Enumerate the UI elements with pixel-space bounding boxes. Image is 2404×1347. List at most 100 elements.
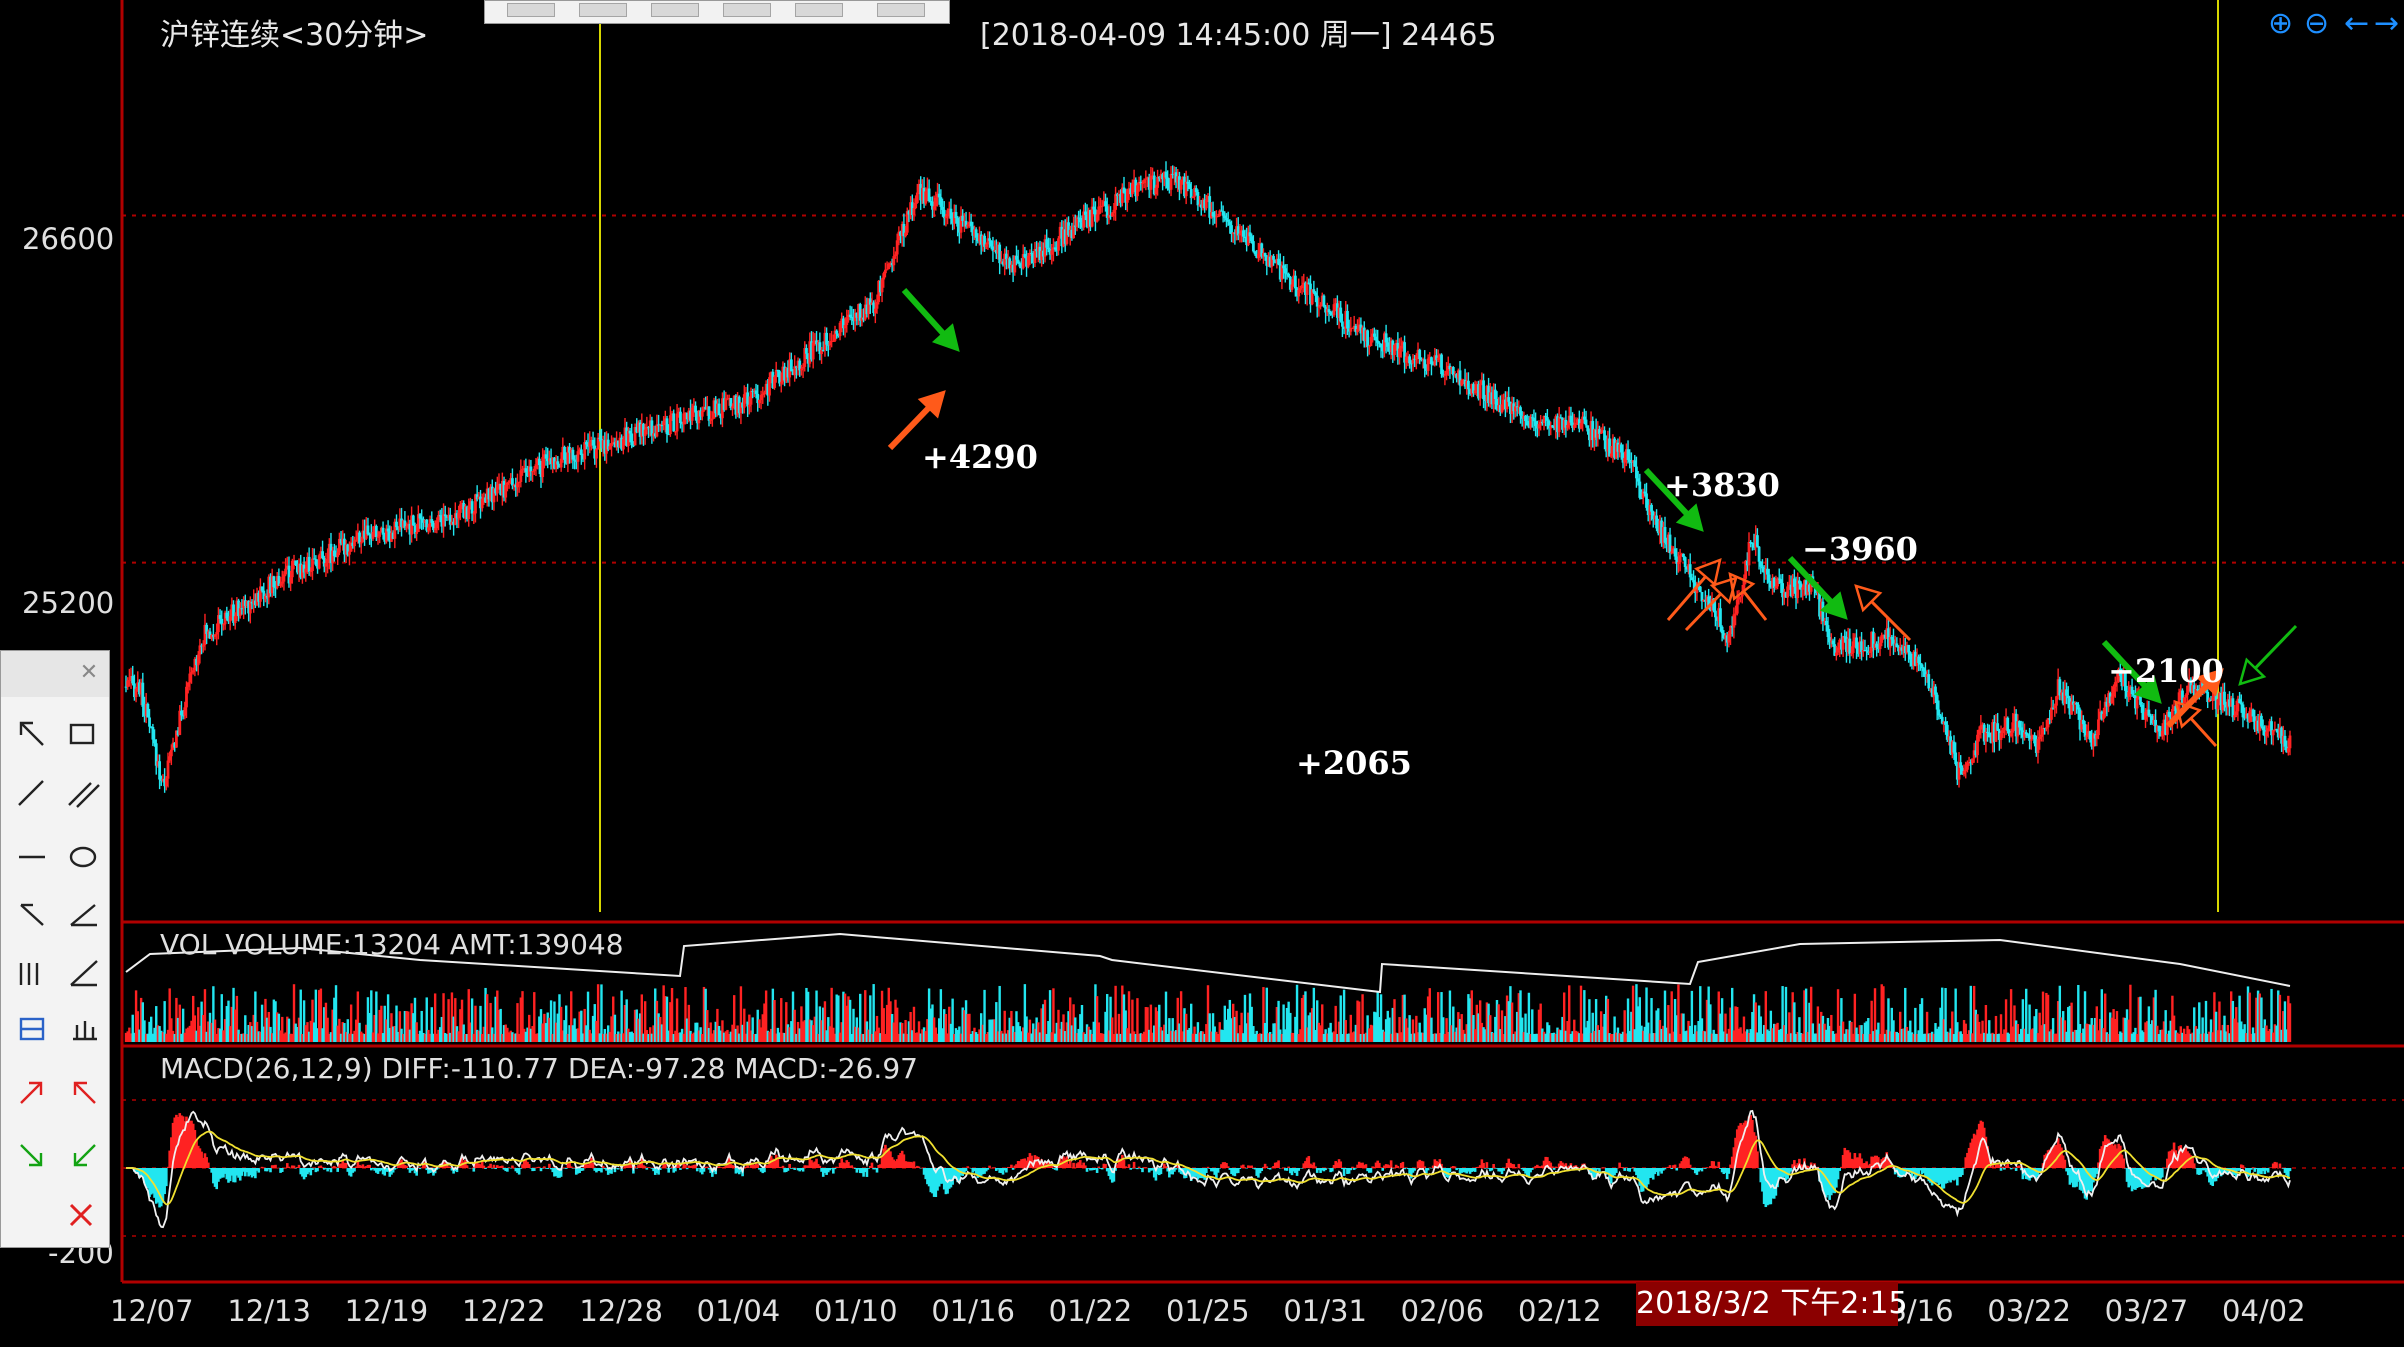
candle-body [211,634,215,637]
candle-body [1470,384,1474,394]
volume-bar [2087,1024,2090,1042]
candle-body [2006,717,2010,731]
macd-histogram-bar [2224,1168,2228,1173]
macd-histogram-bar [1598,1168,1601,1173]
macd-histogram-bar [1623,1168,1626,1171]
volume-bar [924,1031,927,1042]
macd-histogram-bar [815,1158,818,1168]
candle-body [1080,222,1084,228]
macd-histogram-bar [1626,1168,1630,1172]
macd-histogram-bar [480,1161,484,1168]
volume-bar [480,1033,484,1042]
candle-body [1522,415,1526,419]
candle-body [1996,723,2000,731]
candle-body [810,341,813,360]
macd-histogram-bar [316,1168,319,1172]
candle-body [692,405,696,408]
candle-body [1517,407,1521,409]
macd-histogram-bar [156,1168,160,1203]
volume-bar [549,1000,553,1042]
macd-histogram-bar [793,1168,796,1170]
volume-bar [1897,1033,1900,1042]
candle-body [388,531,392,542]
candle-body [1124,192,1128,203]
candle-body [1878,642,1882,650]
candle-body [314,559,318,565]
candle-body [1846,638,1850,652]
macd-histogram-bar [558,1168,561,1178]
candle-body [663,418,667,422]
candle-body [502,480,506,498]
macd-histogram-bar [2092,1168,2095,1183]
macd-histogram-bar [2115,1148,2119,1168]
volume-bar [393,1025,397,1042]
volume-bar [1902,1028,1905,1042]
macd-histogram-bar [1749,1115,1752,1168]
candle-body [295,565,299,573]
candle-body [631,445,635,447]
candle-body [784,367,788,381]
volume-bar [502,1025,506,1042]
candle-body [2130,686,2134,694]
candle-body [1789,584,1793,597]
macd-histogram-bar [479,1164,482,1168]
volume-bar [1164,991,1168,1042]
candle-body [838,322,842,337]
candle-body [1510,403,1514,414]
macd-histogram-bar [1094,1168,1097,1170]
candle-body [929,200,933,202]
volume-bar [1823,1023,1826,1042]
candle-body [1924,671,1927,677]
volume-bar [341,1022,344,1042]
macd-histogram-bar [1226,1166,1230,1168]
candle-body [1976,734,1979,756]
candle-body [1330,314,1334,316]
volume-bar [1142,1031,1146,1042]
macd-histogram-bar [1023,1158,1027,1168]
macd-histogram-bar [1971,1138,1974,1168]
macd-histogram-bar [900,1150,904,1168]
macd-histogram-bar [2119,1145,2122,1168]
candle-body [343,538,346,555]
candle-body [1359,324,1363,334]
macd-histogram-bar [968,1167,971,1169]
macd-histogram-bar [1596,1168,1600,1170]
volume-bar [610,1016,613,1042]
candle-body [1206,196,1210,200]
macd-histogram-bar [1875,1155,1878,1168]
macd-histogram-bar [1747,1116,1751,1168]
macd-histogram-bar [1453,1166,1457,1168]
candle-body [1458,370,1462,386]
candle-body [1771,577,1774,588]
candle-body [776,370,780,372]
candle-body [902,223,906,237]
volume-bar [1887,998,1890,1042]
candle-body [1152,175,1156,195]
macd-bars [124,1109,2292,1229]
volume-bar [1277,1000,1280,1042]
volume-bar [1989,1033,1993,1042]
macd-histogram-bar [867,1168,870,1169]
candle-body [947,208,951,211]
macd-histogram-bar [884,1144,887,1168]
macd-histogram-bar [2108,1141,2112,1168]
volume-bar [1205,1024,1208,1042]
volume-bar [818,1006,822,1042]
volume-bar [2004,999,2008,1042]
volume-bar [333,997,336,1042]
volume-bar [576,1028,580,1042]
macd-histogram-bar [1974,1135,1978,1168]
macd-histogram-bar [1868,1163,1872,1168]
volume-bar [324,1002,328,1042]
candle-body [1579,423,1583,429]
volume-bar [939,989,943,1042]
macd-histogram-bar [1458,1168,1462,1175]
volume-bar [1596,1025,1599,1042]
candle-body [334,556,338,558]
macd-histogram-bar [909,1161,912,1168]
macd-histogram-bar [1937,1168,1941,1185]
macd-histogram-bar [2239,1164,2243,1168]
volume-bar [1433,1033,1437,1042]
